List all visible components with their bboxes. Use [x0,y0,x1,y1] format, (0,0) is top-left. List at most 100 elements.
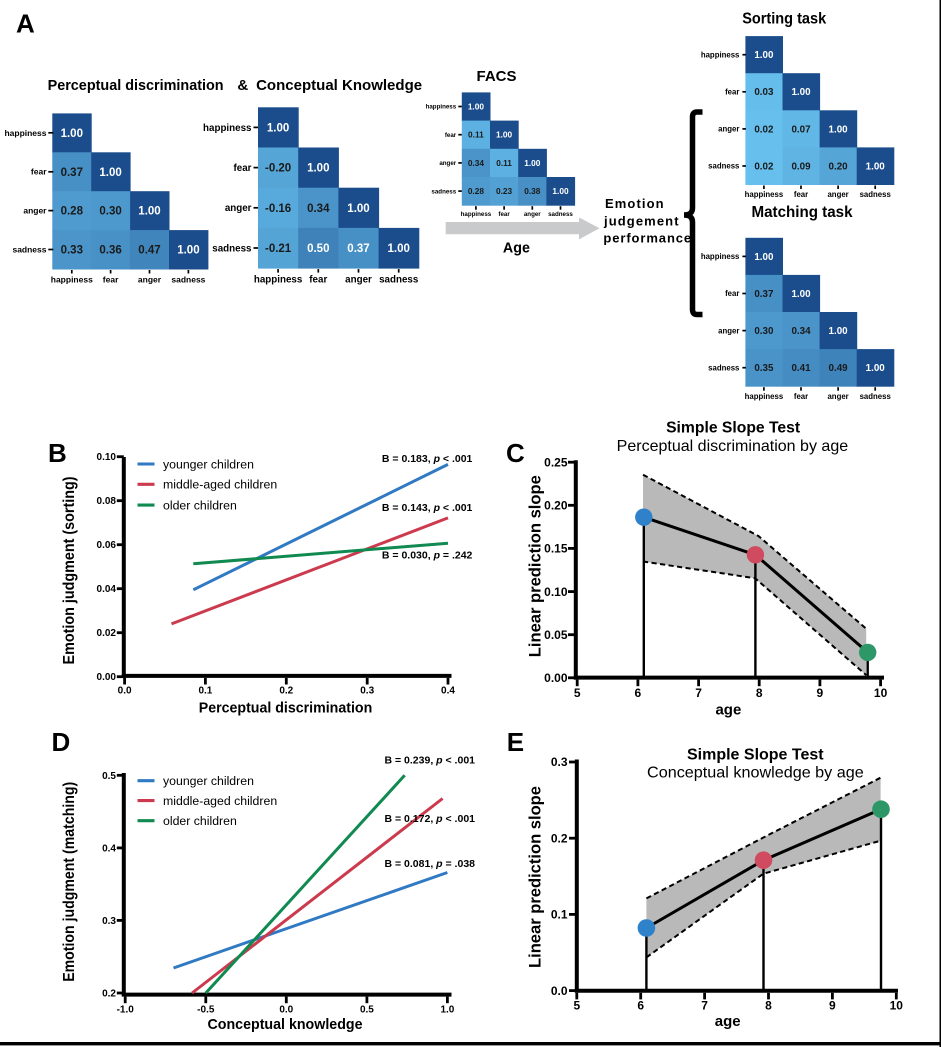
svg-text:anger: anger [718,326,739,335]
svg-text:0.11: 0.11 [468,130,484,140]
svg-text:B = 0.183, p < .001: B = 0.183, p < .001 [382,453,473,465]
svg-text:9: 9 [829,999,836,1013]
svg-text:fear: fear [794,392,808,401]
svg-text:fear: fear [234,163,252,174]
svg-text:1.00: 1.00 [99,167,121,179]
svg-text:1.00: 1.00 [496,130,513,140]
svg-text:1.00: 1.00 [552,186,569,196]
svg-text:anger: anger [827,392,848,401]
svg-text:0.28: 0.28 [468,186,485,196]
svg-text:0.47: 0.47 [138,245,160,257]
svg-text:0.4: 0.4 [441,686,455,697]
svg-text:anger: anger [138,274,162,284]
svg-text:0.5: 0.5 [360,1004,374,1015]
svg-text:B = 0.143, p < .001: B = 0.143, p < .001 [382,502,473,514]
svg-text:older children: older children [163,814,237,828]
svg-text:1.00: 1.00 [791,289,811,300]
svg-text:anger: anger [439,160,456,167]
svg-text:8: 8 [756,686,763,700]
svg-text:Matching task: Matching task [752,204,853,221]
svg-text:happiness: happiness [203,123,252,134]
svg-text:sadness: sadness [708,162,740,171]
svg-text:1.00: 1.00 [829,326,849,337]
svg-text:performance: performance [603,231,692,246]
svg-text:0.02: 0.02 [754,161,774,172]
svg-text:0.37: 0.37 [61,167,83,179]
svg-text:happiness: happiness [426,104,457,111]
svg-text:anger: anger [524,211,541,218]
svg-text:7: 7 [701,999,708,1013]
svg-text:sadness: sadness [212,243,252,254]
svg-text:age: age [715,1013,741,1030]
svg-text:-0.5: -0.5 [197,1004,215,1015]
svg-text:fear: fear [725,289,739,298]
svg-text:happiness: happiness [51,274,93,284]
svg-text:-0.21: -0.21 [265,243,292,255]
svg-text:0.2: 0.2 [102,989,116,1000]
svg-text:0.08: 0.08 [97,496,117,507]
svg-text:middle-aged children: middle-aged children [163,794,277,808]
svg-text:0.07: 0.07 [791,124,811,135]
svg-text:fear: fear [445,132,457,139]
svg-text:FACS: FACS [477,68,517,85]
svg-text:0.05: 0.05 [544,628,568,642]
svg-text:judgement: judgement [603,213,680,228]
svg-text:fear: fear [103,274,119,284]
svg-text:1.00: 1.00 [468,101,485,111]
svg-text:age: age [715,702,741,719]
svg-text:Conceptual Knowledge: Conceptual Knowledge [256,77,422,94]
svg-text:6: 6 [635,686,642,700]
svg-text:0.1: 0.1 [551,908,568,922]
svg-text:happiness: happiness [745,392,784,401]
svg-text:B = 0.239, p < .001: B = 0.239, p < .001 [385,755,476,767]
svg-text:Emotion judgment (matching): Emotion judgment (matching) [61,782,78,982]
svg-text:anger: anger [23,206,47,216]
svg-text:8: 8 [765,999,772,1013]
svg-text:0.15: 0.15 [544,542,568,556]
svg-text:0.28: 0.28 [61,206,84,218]
svg-text:happiness: happiness [4,128,46,138]
svg-text:0.10: 0.10 [544,585,568,599]
svg-text:A: A [16,9,35,39]
svg-text:0.34: 0.34 [307,203,330,215]
svg-text:Simple Slope Test: Simple Slope Test [666,420,801,437]
svg-text:1.00: 1.00 [524,158,541,168]
svg-text:0.06: 0.06 [97,540,117,551]
svg-text:1.00: 1.00 [754,252,774,263]
svg-text:sadness: sadness [708,363,740,372]
svg-text:&: & [237,77,248,94]
svg-text:happiness: happiness [461,211,492,218]
svg-text:0.20: 0.20 [544,499,568,513]
svg-text:C: C [506,438,525,468]
svg-text:younger children: younger children [163,457,254,471]
svg-text:1.00: 1.00 [754,50,774,61]
svg-text:0.34: 0.34 [791,326,811,337]
svg-text:0.0: 0.0 [551,984,568,998]
svg-text:0.2: 0.2 [279,686,293,697]
svg-text:Perceptual discrimination by a: Perceptual discrimination by age [617,438,849,455]
svg-text:10: 10 [874,686,888,700]
svg-text:0.30: 0.30 [99,206,121,218]
svg-text:anger: anger [345,275,372,286]
svg-text:0.00: 0.00 [544,671,568,685]
svg-text:0.20: 0.20 [829,161,849,172]
svg-text:anger: anger [718,125,739,134]
svg-text:9: 9 [817,686,824,700]
svg-text:B: B [48,438,67,468]
svg-text:0.10: 0.10 [97,452,117,463]
svg-text:Simple Slope Test: Simple Slope Test [687,747,824,764]
svg-text:Age: Age [503,240,530,257]
svg-text:sadness: sadness [548,211,573,218]
svg-text:sadness: sadness [860,392,892,401]
svg-text:Linear prediction slope: Linear prediction slope [526,475,545,657]
svg-text:-0.20: -0.20 [265,163,291,175]
svg-text:fear: fear [794,190,808,199]
svg-text:-0.16: -0.16 [265,203,291,215]
svg-text:0.02: 0.02 [97,628,117,639]
svg-text:0.30: 0.30 [754,326,774,337]
svg-text:0.2: 0.2 [551,831,568,845]
svg-text:1.00: 1.00 [866,161,886,172]
svg-text:Emotion judgment (sorting): Emotion judgment (sorting) [61,477,78,665]
svg-text:B = 0.081, p = .038: B = 0.081, p = .038 [385,858,476,870]
svg-text:Emotion: Emotion [605,196,665,211]
